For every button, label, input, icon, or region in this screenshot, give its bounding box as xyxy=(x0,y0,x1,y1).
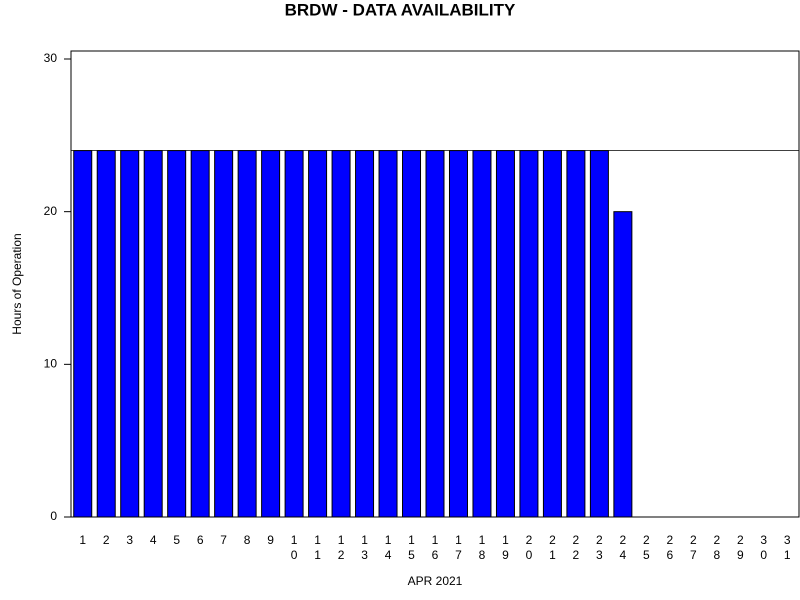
bar xyxy=(261,150,281,518)
bar xyxy=(519,150,539,518)
bar xyxy=(284,150,304,518)
bar xyxy=(448,150,468,518)
bar xyxy=(308,150,328,518)
bar xyxy=(237,150,257,518)
x-tick-label: 6 xyxy=(197,533,204,547)
bar xyxy=(143,150,163,518)
y-tick-label: 30 xyxy=(44,51,58,65)
bar xyxy=(589,150,609,518)
bar xyxy=(214,150,234,518)
x-tick-label: 1 xyxy=(79,533,86,547)
bar xyxy=(425,150,445,518)
bar xyxy=(495,150,515,518)
y-axis-label: Hours of Operation xyxy=(10,233,24,334)
bar xyxy=(331,150,351,518)
x-tick-label: 2 xyxy=(103,533,110,547)
bar xyxy=(542,150,562,518)
bar xyxy=(402,150,422,518)
y-tick-label: 20 xyxy=(44,204,58,218)
y-tick-label: 0 xyxy=(50,509,57,523)
x-tick-label: 8 xyxy=(244,533,251,547)
x-tick-label: 9 xyxy=(267,533,274,547)
bar xyxy=(73,150,93,518)
bar xyxy=(96,150,116,518)
bar xyxy=(190,150,210,518)
chart-title: BRDW - DATA AVAILABILITY xyxy=(285,0,516,19)
bar xyxy=(167,150,187,518)
bar xyxy=(613,211,633,518)
x-tick-label: 7 xyxy=(220,533,227,547)
x-axis-label: APR 2021 xyxy=(408,574,463,588)
bar xyxy=(472,150,492,518)
y-tick-label: 10 xyxy=(44,357,58,371)
x-tick-label: 5 xyxy=(173,533,180,547)
bar xyxy=(355,150,375,518)
bar xyxy=(566,150,586,518)
x-tick-label: 4 xyxy=(150,533,157,547)
x-tick-label: 3 xyxy=(126,533,133,547)
bar xyxy=(378,150,398,518)
bar xyxy=(120,150,140,518)
